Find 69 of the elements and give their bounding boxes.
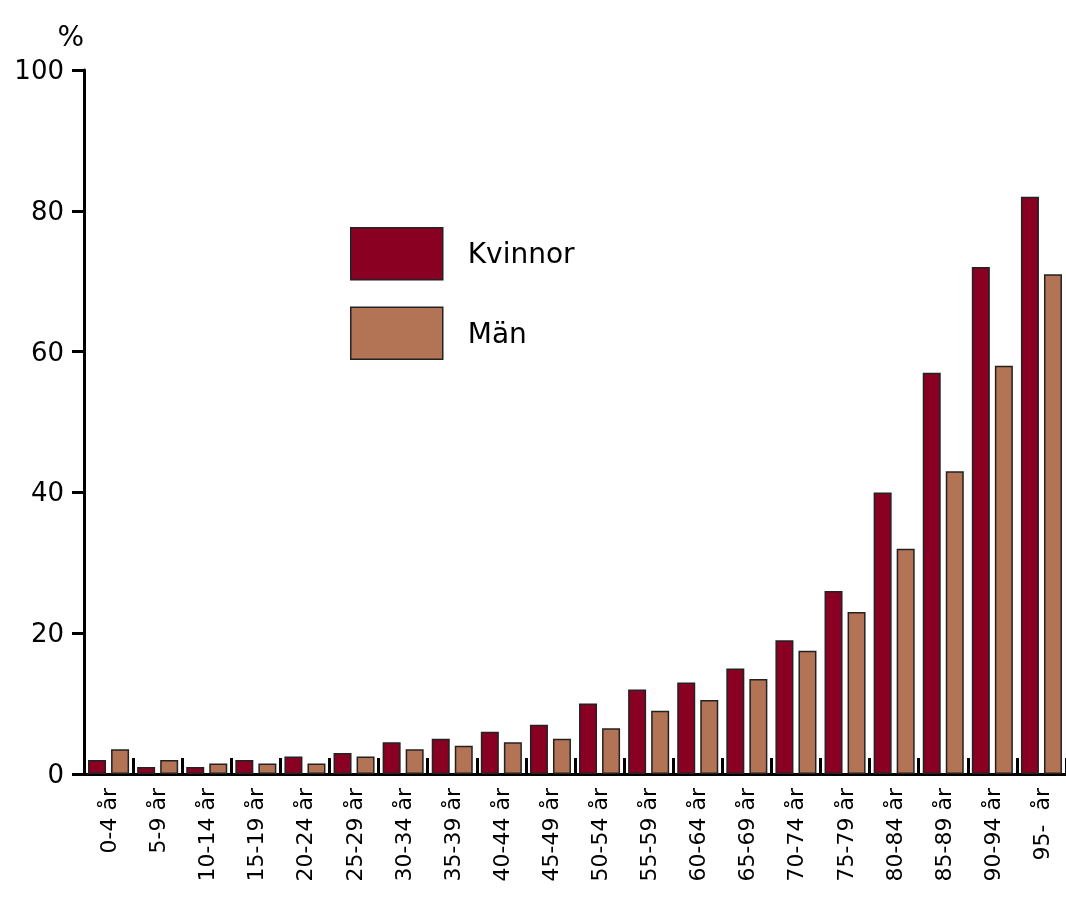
legend-label: Kvinnor (467, 237, 576, 271)
x-tick-label: 65-69 år (734, 787, 760, 882)
bar (726, 668, 745, 774)
bar (651, 710, 670, 774)
bar (775, 640, 794, 774)
bar (284, 756, 303, 774)
bar (824, 590, 843, 774)
bar (628, 689, 647, 774)
y-tick-label: 20 (30, 618, 64, 649)
x-tick-label: 35-39 år (439, 787, 465, 882)
bar (382, 742, 401, 774)
bar (552, 738, 571, 774)
bar (971, 267, 990, 774)
x-tick-label: 95- år (1028, 787, 1054, 861)
bar (922, 372, 941, 774)
bar (209, 763, 228, 774)
y-tick-label: 100 (14, 55, 64, 85)
y-tick-label: 80 (30, 195, 64, 226)
y-tick-label: 0 (47, 759, 64, 789)
bar (307, 763, 326, 774)
x-tick-label: 75-79 år (832, 787, 858, 882)
bar (111, 749, 130, 774)
bar (994, 365, 1013, 774)
bar (529, 724, 548, 774)
x-tick-label: 80-84 år (881, 787, 907, 882)
bar (896, 548, 915, 774)
bar (405, 749, 424, 774)
legend-label: Män (467, 316, 527, 350)
bar (1020, 196, 1039, 774)
bar (333, 752, 352, 774)
bar (431, 738, 450, 774)
x-tick-label: 70-74 år (783, 787, 809, 882)
y-tick-label: 40 (30, 477, 64, 508)
x-tick-label: 45-49 år (537, 787, 563, 882)
x-tick-label: 15-19 år (243, 787, 269, 882)
bar (258, 763, 277, 774)
x-tick-label: 55-59 år (636, 787, 662, 882)
bar (700, 700, 719, 774)
bar (873, 492, 892, 774)
x-tick-label: 0-4 år (96, 787, 122, 854)
bar (677, 682, 696, 774)
bar (160, 759, 179, 774)
x-tick-label: 90-94 år (979, 787, 1005, 882)
x-tick-label: 20-24 år (292, 787, 318, 882)
x-tick-label: 50-54 år (587, 787, 613, 882)
bar (454, 745, 473, 774)
bar (749, 678, 768, 774)
bar (480, 731, 499, 774)
x-tick-label: 10-14 år (194, 787, 220, 882)
x-tick-label: 40-44 år (488, 787, 514, 882)
bar (847, 612, 866, 774)
bar (945, 471, 964, 774)
x-tick-label: 30-34 år (390, 787, 416, 882)
bar (235, 759, 254, 774)
bar (503, 742, 522, 774)
bar (602, 728, 621, 774)
bar (186, 766, 205, 774)
y-axis-title: % (57, 19, 84, 53)
bar (798, 650, 817, 774)
bar (579, 703, 598, 774)
bar (137, 766, 156, 774)
bar (356, 756, 375, 774)
x-tick-label: 60-64 år (685, 787, 711, 882)
x-tick-label: 5-9 år (145, 787, 171, 854)
x-tick-label: 25-29 år (341, 787, 367, 882)
y-tick-label: 60 (30, 336, 64, 367)
bar (1043, 274, 1062, 774)
bar (88, 759, 107, 774)
x-tick-label: 85-89 år (930, 787, 956, 882)
